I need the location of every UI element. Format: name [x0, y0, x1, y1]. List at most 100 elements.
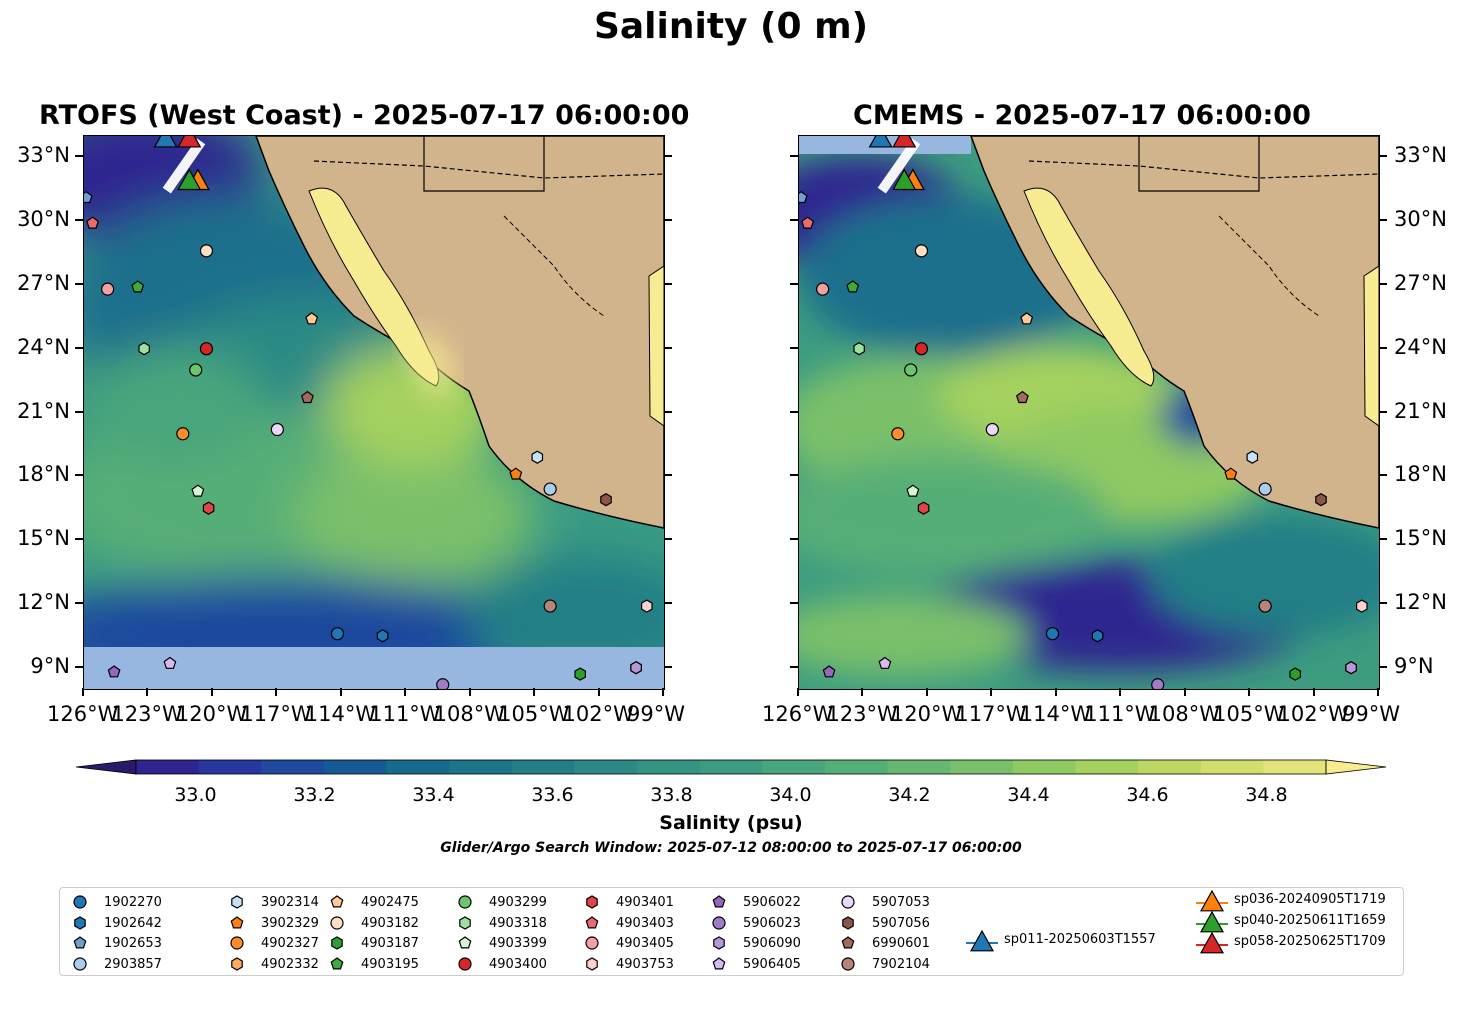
float-marker-4903753[interactable]	[1355, 599, 1368, 613]
legend-marker-4903403[interactable]	[585, 916, 599, 929]
legend-marker-7902104[interactable]	[841, 957, 855, 971]
float-marker-5907056[interactable]	[600, 493, 612, 507]
legend-marker-4903195[interactable]	[330, 957, 344, 970]
float-marker-5906405[interactable]	[163, 656, 177, 669]
glider-marker-sp011-20250603T1557[interactable]	[153, 136, 178, 148]
legend-marker-4903318[interactable]	[459, 916, 471, 930]
legend-marker-4903399[interactable]	[458, 936, 472, 949]
legend-marker-4902327[interactable]	[230, 936, 244, 950]
glider-marker-sp058-20250625T1709[interactable]	[892, 136, 917, 148]
lon-tick-label: 114°W	[1019, 702, 1092, 726]
legend-marker-4903299[interactable]	[458, 895, 472, 909]
glider-marker-sp011-20250603T1557[interactable]	[868, 136, 893, 148]
legend-marker-3902314[interactable]	[231, 895, 243, 909]
legend-marker-1902653[interactable]	[73, 936, 87, 949]
float-marker-4903299[interactable]	[189, 363, 203, 377]
legend-marker-4903187[interactable]	[331, 936, 343, 950]
lat-tick-mark	[75, 282, 83, 285]
float-marker-4903400[interactable]	[914, 342, 929, 356]
legend-marker-4902332[interactable]	[231, 957, 243, 971]
lat-tick-mark	[1379, 538, 1387, 541]
float-marker-4903403[interactable]	[801, 216, 815, 229]
float-marker-4902475[interactable]	[1020, 312, 1034, 325]
float-marker-1902642[interactable]	[376, 629, 389, 643]
float-marker-4903401[interactable]	[917, 501, 930, 515]
float-marker-4903399[interactable]	[906, 484, 920, 497]
legend-marker-sp040-20250611T1659[interactable]	[1199, 911, 1225, 933]
float-marker-7902104[interactable]	[1258, 599, 1272, 613]
float-marker-4903399[interactable]	[191, 484, 205, 497]
legend-marker-5907056[interactable]	[842, 916, 854, 930]
map-panel-cmems[interactable]	[798, 135, 1380, 690]
legend-marker-4903182[interactable]	[330, 916, 344, 930]
float-marker-1902653[interactable]	[799, 190, 808, 204]
float-marker-5907053[interactable]	[985, 422, 999, 437]
legend-marker-5906022[interactable]	[712, 895, 726, 908]
float-marker-5907053[interactable]	[270, 422, 284, 437]
legend-marker-sp058-20250625T1709[interactable]	[1199, 932, 1225, 954]
glider-marker-sp058-20250625T1709[interactable]	[177, 136, 202, 148]
legend-marker-2903857[interactable]	[73, 957, 87, 971]
float-marker-2903857[interactable]	[1258, 482, 1272, 496]
float-marker-3902314[interactable]	[531, 450, 544, 464]
legend-marker-4903405[interactable]	[585, 936, 599, 950]
float-marker-4902327[interactable]	[891, 427, 905, 441]
float-marker-4903299[interactable]	[904, 363, 918, 377]
glider-marker-sp040-20250611T1659[interactable]	[892, 168, 917, 191]
float-marker-4903405[interactable]	[816, 282, 830, 296]
float-marker-3902314[interactable]	[1246, 450, 1259, 464]
float-marker-5906090[interactable]	[1345, 661, 1357, 675]
legend-marker-5906090[interactable]	[713, 936, 725, 950]
float-marker-1902653[interactable]	[84, 190, 93, 204]
legend-marker-3902329[interactable]	[230, 916, 244, 929]
float-marker-5906023[interactable]	[436, 678, 450, 689]
legend-label: 2903857	[104, 957, 162, 972]
float-marker-4903195[interactable]	[131, 280, 145, 293]
float-marker-1902642[interactable]	[1091, 629, 1104, 643]
float-marker-5906022[interactable]	[822, 665, 836, 678]
legend-marker-sp011-20250603T1557[interactable]	[969, 930, 995, 952]
legend-marker-5907053[interactable]	[841, 895, 855, 909]
legend-marker-5906023[interactable]	[712, 916, 726, 930]
float-marker-5906022[interactable]	[107, 665, 121, 678]
float-marker-4903187[interactable]	[574, 667, 586, 681]
float-marker-6990601[interactable]	[1015, 390, 1029, 404]
float-marker-1902270[interactable]	[330, 627, 345, 641]
legend-marker-4902475[interactable]	[330, 895, 344, 908]
legend-label: 1902270	[104, 895, 162, 910]
float-marker-3902329[interactable]	[1224, 467, 1238, 480]
float-marker-4903318[interactable]	[853, 342, 865, 356]
float-marker-4903318[interactable]	[138, 342, 150, 356]
float-marker-5906090[interactable]	[630, 661, 642, 675]
legend-marker-6990601[interactable]	[841, 936, 855, 949]
float-marker-4903401[interactable]	[202, 501, 215, 515]
float-marker-4903187[interactable]	[1289, 667, 1301, 681]
float-marker-4903400[interactable]	[199, 342, 214, 356]
glider-marker-sp040-20250611T1659[interactable]	[177, 168, 202, 191]
float-marker-1902270[interactable]	[1045, 627, 1060, 641]
float-marker-7902104[interactable]	[543, 599, 557, 613]
float-marker-4903403[interactable]	[86, 216, 100, 229]
legend-marker-sp036-20240905T1719[interactable]	[1199, 890, 1225, 912]
float-marker-2903857[interactable]	[543, 482, 557, 496]
float-marker-4903182[interactable]	[914, 244, 929, 258]
float-marker-4903405[interactable]	[101, 282, 115, 296]
legend-marker-1902642[interactable]	[74, 916, 86, 930]
map-panel-rtofs[interactable]	[83, 135, 665, 690]
float-marker-4902475[interactable]	[305, 312, 319, 325]
lat-tick-mark	[664, 538, 672, 541]
legend-marker-4903400[interactable]	[458, 957, 472, 971]
float-marker-6990601[interactable]	[300, 390, 314, 404]
legend-marker-5906405[interactable]	[712, 957, 726, 970]
float-marker-4903182[interactable]	[199, 244, 214, 258]
float-marker-5907056[interactable]	[1315, 493, 1327, 507]
legend-marker-1902270[interactable]	[73, 895, 87, 909]
legend-marker-4903753[interactable]	[586, 957, 598, 971]
float-marker-5906405[interactable]	[878, 656, 892, 669]
float-marker-4902327[interactable]	[176, 427, 190, 441]
float-marker-4903753[interactable]	[640, 599, 653, 613]
float-marker-4903195[interactable]	[846, 280, 860, 293]
legend-marker-4903401[interactable]	[586, 895, 598, 909]
float-marker-5906023[interactable]	[1151, 678, 1165, 689]
float-marker-3902329[interactable]	[509, 467, 523, 480]
